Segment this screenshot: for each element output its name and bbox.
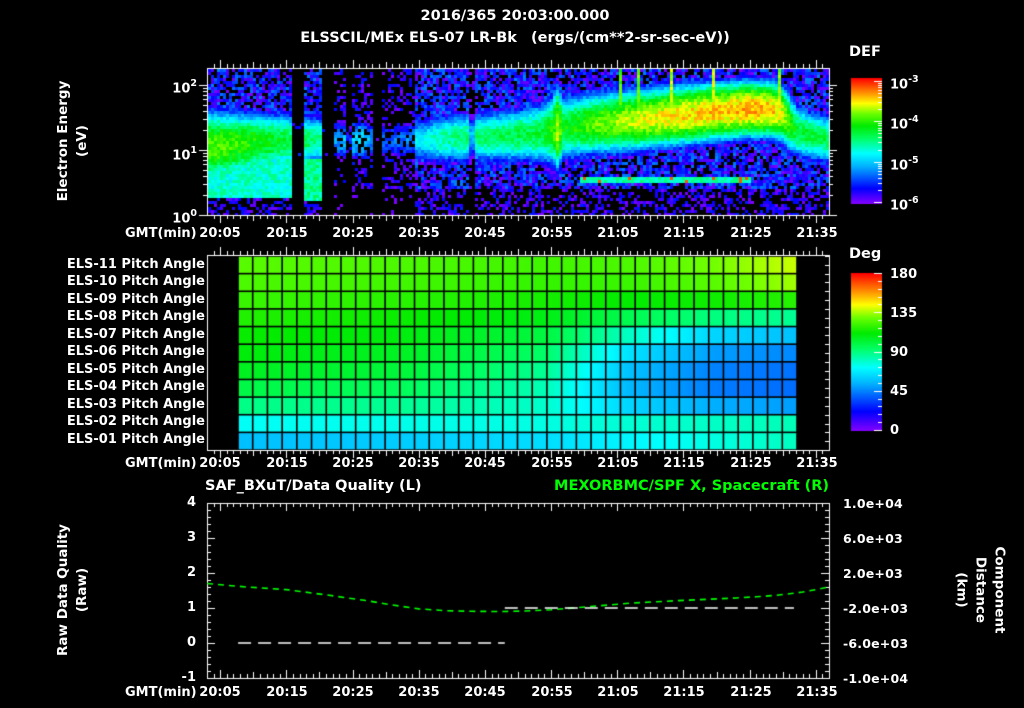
- time-tick-label: 20:35: [398, 685, 440, 700]
- title-date: 2016/365 20:03:00.000: [420, 8, 610, 24]
- row-label-els02: ELS-02 Pitch Angle: [66, 414, 205, 429]
- time-tick-label: 20:35: [398, 226, 440, 241]
- time-tick-label: 21:25: [730, 456, 772, 471]
- gmt-label-quality: GMT(min): [125, 685, 197, 700]
- quality-y-axis-label-left: Raw Data Quality (Raw): [55, 524, 90, 656]
- time-tick-label: 21:05: [597, 456, 639, 471]
- gmt-label-pitch: GMT(min): [125, 456, 197, 471]
- row-label-els03: ELS-03 Pitch Angle: [66, 397, 205, 412]
- left-tick-0: 0: [186, 635, 196, 650]
- gmt-label-spectro: GMT(min): [125, 226, 197, 241]
- time-tick-label: 20:15: [266, 685, 308, 700]
- quality-title-left: SAF_BXuT/Data Quality (L): [205, 478, 422, 494]
- right-tick-6e3: 6.0e+03: [843, 531, 903, 546]
- title-units: (ergs/(cm**2-sr-sec-eV)): [530, 30, 730, 46]
- row-label-els06: ELS-06 Pitch Angle: [66, 344, 205, 359]
- deg-colorbar-title: Deg: [849, 246, 882, 262]
- time-tick-label: 20:45: [464, 685, 506, 700]
- time-tick-label: 21:35: [796, 685, 838, 700]
- left-tick-1: 1: [186, 600, 196, 615]
- time-tick-label: 20:05: [199, 456, 241, 471]
- time-tick-label: 20:45: [464, 456, 506, 471]
- deg-tick-45: 45: [890, 384, 909, 399]
- time-tick-label: 20:25: [332, 226, 374, 241]
- left-tick-3: 3: [186, 530, 196, 545]
- title-instrument: ELSSCIL/MEx ELS-07 LR-Bk: [300, 30, 517, 46]
- row-label-els08: ELS-08 Pitch Angle: [66, 309, 205, 324]
- time-tick-label: 20:25: [332, 456, 374, 471]
- time-tick-label: 20:25: [332, 685, 374, 700]
- def-tick-1e-4: 10-4: [890, 114, 919, 133]
- def-tick-1e-5: 10-5: [890, 155, 919, 174]
- page-title: 2016/365 20:03:00.000: [100, 9, 930, 24]
- row-label-els01: ELS-01 Pitch Angle: [66, 432, 205, 447]
- time-tick-label: 20:05: [199, 685, 241, 700]
- row-label-els04: ELS-04 Pitch Angle: [66, 379, 205, 394]
- time-tick-label: 20:05: [199, 226, 241, 241]
- quality-title-right: MEXORBMC/SPF X, Spacecraft (R): [554, 478, 829, 494]
- deg-tick-90: 90: [890, 345, 909, 360]
- deg-tick-180: 180: [890, 267, 918, 282]
- def-tick-1e-6: 10-6: [890, 195, 919, 214]
- time-tick-label: 20:55: [531, 685, 573, 700]
- time-tick-label: 20:35: [398, 456, 440, 471]
- time-tick-label: 20:15: [266, 226, 308, 241]
- quality-y-axis-label-right: Component Distance (km): [953, 546, 1008, 634]
- right-tick-neg1e4: -1.0e+04: [843, 671, 909, 686]
- row-label-els11: ELS-11 Pitch Angle: [66, 257, 205, 272]
- row-label-els10: ELS-10 Pitch Angle: [66, 274, 205, 289]
- right-tick-1e4: 1.0e+04: [843, 496, 903, 511]
- time-tick-label: 21:35: [796, 226, 838, 241]
- y-tick-1e1: 101: [172, 145, 197, 164]
- time-tick-label: 21:25: [730, 226, 772, 241]
- row-label-els07: ELS-07 Pitch Angle: [66, 327, 205, 342]
- time-tick-label: 21:25: [730, 685, 772, 700]
- deg-tick-0: 0: [890, 423, 900, 438]
- right-tick-2e3: 2.0e+03: [843, 566, 903, 581]
- deg-tick-135: 135: [890, 306, 918, 321]
- time-tick-label: 20:55: [531, 226, 573, 241]
- time-tick-label: 21:35: [796, 456, 838, 471]
- time-tick-label: 21:15: [663, 456, 705, 471]
- page-subtitle: ELSSCIL/MEx ELS-07 LR-Bk (ergs/(cm**2-sr…: [100, 31, 930, 46]
- y-tick-1e2: 102: [172, 78, 197, 97]
- time-tick-label: 21:05: [597, 685, 639, 700]
- right-tick-neg2e3: -2.0e+03: [843, 601, 909, 616]
- time-tick-label: 20:45: [464, 226, 506, 241]
- time-tick-label: 21:15: [663, 226, 705, 241]
- y-tick-1e0: 100: [172, 208, 197, 227]
- right-tick-neg6e3: -6.0e+03: [843, 636, 909, 651]
- left-tick-2: 2: [186, 565, 196, 580]
- left-tick-neg1: -1: [181, 670, 196, 685]
- def-tick-1e-3: 10-3: [890, 74, 919, 93]
- row-label-els09: ELS-09 Pitch Angle: [66, 292, 205, 307]
- row-label-els05: ELS-05 Pitch Angle: [66, 362, 205, 377]
- time-tick-label: 20:15: [266, 456, 308, 471]
- spectro-y-axis-label: Electron Energy (eV): [55, 80, 90, 202]
- time-tick-label: 21:05: [597, 226, 639, 241]
- time-tick-label: 20:55: [531, 456, 573, 471]
- left-tick-4: 4: [186, 495, 196, 510]
- time-tick-label: 21:15: [663, 685, 705, 700]
- def-colorbar-title: DEF: [849, 44, 881, 60]
